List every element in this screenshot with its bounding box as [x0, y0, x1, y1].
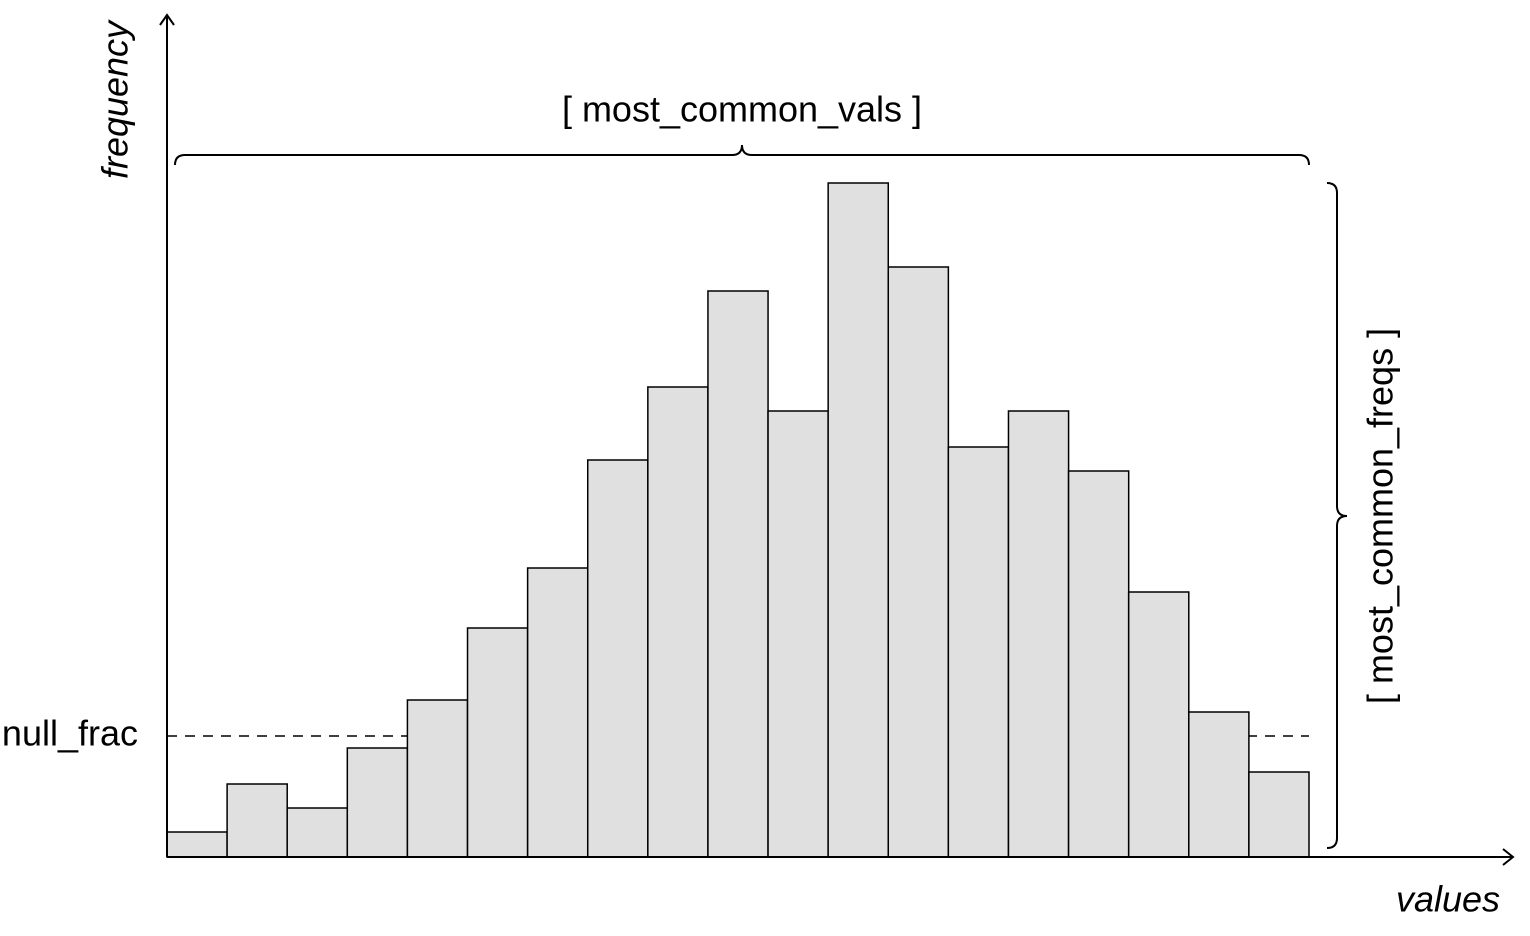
x-axis-label: values: [1396, 879, 1500, 920]
bar: [887, 266, 950, 858]
bar: [1248, 771, 1310, 858]
bar: [827, 182, 890, 858]
bar: [346, 747, 409, 858]
bar: [1067, 470, 1130, 858]
y-axis-label: frequency: [95, 19, 136, 179]
bars: [166, 182, 1310, 858]
bar: [286, 807, 349, 858]
bar: [947, 446, 1010, 858]
bar: [767, 410, 829, 858]
null-frac-label: null_frac: [2, 713, 138, 754]
bar: [466, 627, 529, 858]
bar: [1007, 410, 1070, 858]
x-axis-arrow: [1502, 848, 1515, 866]
bar: [1127, 591, 1190, 858]
mcf-label: [ most_common_freqs ]: [1360, 328, 1401, 704]
bar: [226, 783, 288, 858]
bar: [526, 567, 589, 858]
right-brace: [1326, 182, 1348, 849]
top-brace: [174, 144, 1310, 166]
bar: [647, 386, 709, 858]
bar: [406, 699, 469, 858]
mcv-label: [ most_common_vals ]: [562, 89, 922, 130]
bar: [166, 831, 228, 858]
bar: [1188, 711, 1250, 858]
bar: [707, 290, 769, 858]
bar: [586, 459, 649, 858]
y-axis-arrow: [159, 13, 175, 26]
